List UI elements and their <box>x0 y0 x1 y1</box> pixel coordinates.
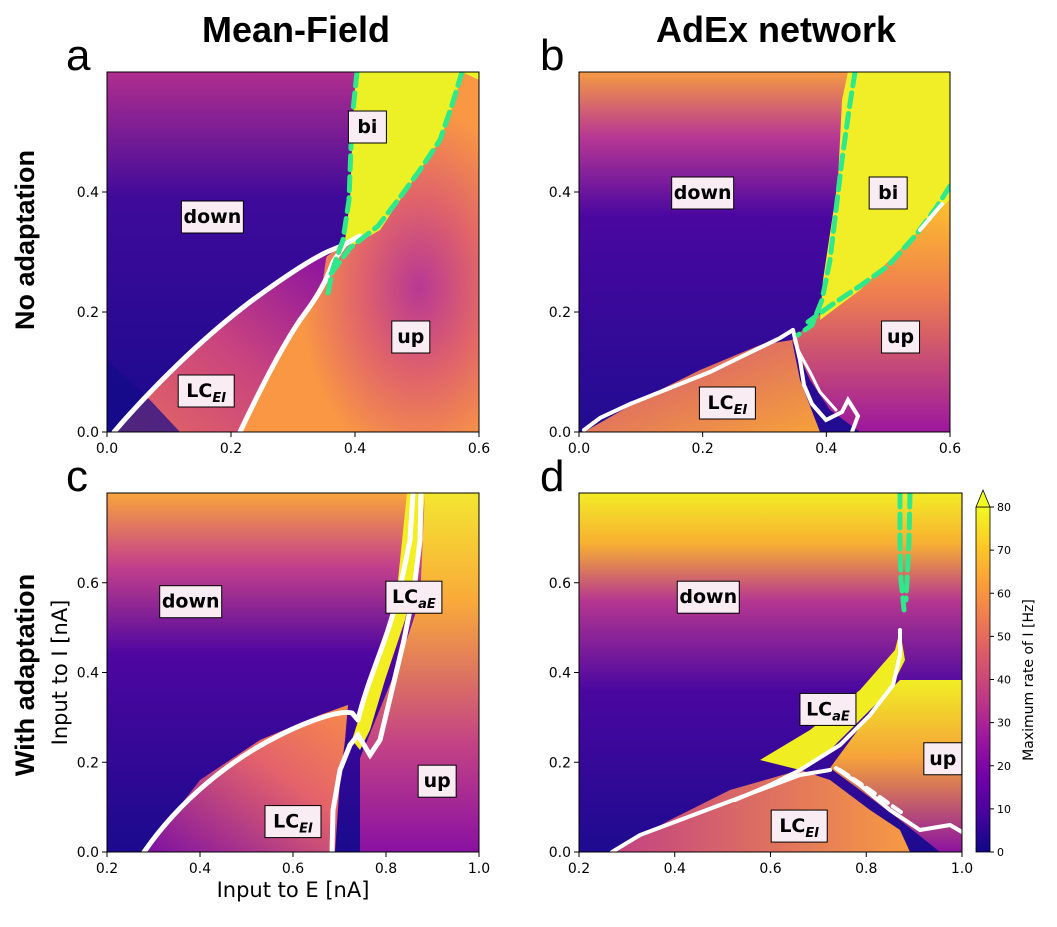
panel-a-ytick-label: 0.0 <box>77 425 99 441</box>
row-title-no-adaptation: No adaptation <box>10 150 40 330</box>
colorbar-extend-arrow <box>975 488 991 508</box>
panel-b-frame <box>578 71 951 433</box>
panel-b-heatmap <box>579 72 950 432</box>
colorbar-tick-label: 20 <box>997 760 1011 773</box>
colorbar-tick-label: 50 <box>997 630 1011 643</box>
panel-a-xtick-label: 0.6 <box>468 441 490 457</box>
region-label-bi: bi <box>868 176 908 210</box>
panel-b-boundaries <box>582 72 950 432</box>
panel-d-boundaries <box>610 493 962 852</box>
panel-letter-a: a <box>66 31 91 80</box>
panel-a-ytick-label: 0.2 <box>77 305 99 321</box>
region-label-bi: bi <box>347 110 387 144</box>
panel-d-ytick-label: 0.6 <box>549 576 571 592</box>
panel-c-ytick-label: 0.0 <box>77 845 99 861</box>
region-label-lc-ae: LCaE <box>385 580 443 614</box>
panel-d-xtick-label: 0.4 <box>664 861 686 877</box>
panel-d-xtick-label: 0.2 <box>568 861 590 877</box>
svg-text:down: down <box>679 586 737 608</box>
panel-d-ytick-label: 0.2 <box>549 755 571 771</box>
colorbar-tick-label: 60 <box>997 587 1011 600</box>
panel-c-ytick-label: 0.2 <box>77 755 99 771</box>
panel-b-xtick-label: 0.2 <box>692 441 714 457</box>
panel-d-heatmap <box>579 493 962 852</box>
region-label-down: down <box>676 580 740 614</box>
panel-d-xtick-label: 0.6 <box>759 861 781 877</box>
panel-c-xtick-label: 1.0 <box>468 861 490 877</box>
panel-c-xtick-label: 0.8 <box>375 861 397 877</box>
colorbar-tick-label: 10 <box>997 803 1011 816</box>
svg-text:down: down <box>674 182 732 204</box>
region-label-down: down <box>159 585 223 619</box>
colorbar-gradient <box>975 506 991 853</box>
region-label-up: up <box>391 320 431 354</box>
region-label-up: up <box>881 320 921 354</box>
panel-c-xtick-label: 0.4 <box>189 861 211 877</box>
svg-text:up: up <box>397 326 424 348</box>
panel-c-xtick-label: 0.6 <box>282 861 304 877</box>
panel-d-ytick-label: 0.4 <box>549 666 571 682</box>
panel-b-ytick-label: 0.0 <box>549 425 571 441</box>
colorbar-tick-label: 40 <box>997 674 1011 687</box>
panel-letter-d: d <box>540 452 564 501</box>
panel-b-xtick-label: 0.6 <box>939 441 961 457</box>
panel-d-xtick-label: 0.8 <box>855 861 877 877</box>
colorbar-tick-label: 0 <box>997 846 1004 859</box>
region-label-down: down <box>180 200 244 234</box>
panel-a-xtick-label: 0.2 <box>220 441 242 457</box>
panel-letter-b: b <box>540 31 564 80</box>
region-label-lc-ei: LCEI <box>698 386 756 420</box>
colorbar-tick-label: 80 <box>997 501 1011 514</box>
svg-text:up: up <box>929 748 956 770</box>
region-label-lc-ei: LCEI <box>264 805 322 839</box>
panel-a-xtick-label: 0.0 <box>96 441 118 457</box>
panel-a-ytick-label: 0.4 <box>77 185 99 201</box>
row-title-with-adaptation: With adaptation <box>10 574 40 776</box>
svg-text:up: up <box>424 770 451 792</box>
panel-b-ytick-label: 0.4 <box>549 185 571 201</box>
region-label-up: up <box>923 742 963 776</box>
colorbar-tick-label: 70 <box>997 544 1011 557</box>
panel-c-ytick-label: 0.4 <box>77 666 99 682</box>
svg-text:bi: bi <box>357 116 377 138</box>
svg-text:bi: bi <box>878 182 898 204</box>
panel-d-ytick-label: 0.0 <box>549 845 571 861</box>
panel-a-xtick-label: 0.4 <box>344 441 366 457</box>
colorbar-tick-label: 30 <box>997 717 1011 730</box>
svg-text:down: down <box>184 206 242 228</box>
panel-d-xtick-label: 1.0 <box>951 861 973 877</box>
panel-a-frame <box>106 71 480 433</box>
region-label-lc-ei: LCEI <box>177 374 235 408</box>
panel-b-ytick-label: 0.2 <box>549 305 571 321</box>
panel-b-xtick-label: 0.0 <box>568 441 590 457</box>
column-title-adex-network: AdEx network <box>656 9 897 50</box>
panel-letter-c: c <box>66 452 88 501</box>
panel-c-xlabel: Input to E [nA] <box>217 878 370 902</box>
colorbar: 0 10 20 30 40 50 60 70 80 Maximum rate of I [Hz] <box>975 488 1037 859</box>
panel-c-ylabel: Input to I [nA] <box>48 600 72 746</box>
region-label-down: down <box>671 176 735 210</box>
colorbar-label: Maximum rate of I [Hz] <box>1021 599 1037 761</box>
region-label-up: up <box>417 764 457 798</box>
panel-c-heatmap <box>107 493 479 852</box>
region-label-lc-ei: LCEI <box>770 809 828 843</box>
panel-c-ytick-label: 0.6 <box>77 576 99 592</box>
column-title-mean-field: Mean-Field <box>202 9 390 50</box>
svg-text:up: up <box>887 326 914 348</box>
panel-c-xtick-label: 0.2 <box>96 861 118 877</box>
region-label-lc-ae: LCaE <box>799 692 857 726</box>
svg-text:LCEI: LCEI <box>273 811 313 837</box>
panel-b-xtick-label: 0.4 <box>815 441 837 457</box>
svg-text:LCEI: LCEI <box>779 815 819 841</box>
svg-text:down: down <box>162 591 220 613</box>
